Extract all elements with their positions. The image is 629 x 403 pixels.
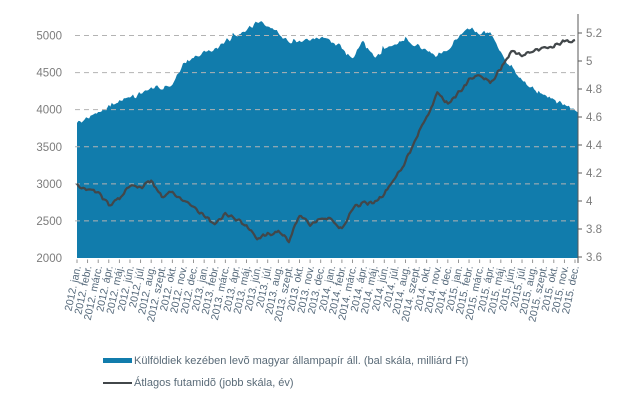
right-axis-label: 4.6 <box>586 112 602 124</box>
right-axis-label: 3.6 <box>586 252 602 264</box>
right-axis-label: 4.8 <box>586 84 602 96</box>
area-series <box>77 21 578 259</box>
right-axis-label: 4.4 <box>586 140 603 152</box>
right-axis-label: 4.2 <box>586 168 602 180</box>
left-axis-label: 4500 <box>36 68 62 80</box>
left-axis-label: 2000 <box>36 253 62 265</box>
legend: Külföldiek kezében levõ magyar állampapí… <box>103 354 623 398</box>
right-axis-label: 4 <box>586 196 593 208</box>
left-axis-label: 3500 <box>36 142 62 154</box>
right-axis-label: 5.2 <box>586 28 602 40</box>
area-series-label: Külföldiek kezében levõ magyar állampapí… <box>134 354 469 367</box>
left-axis-label: 2500 <box>36 216 62 228</box>
line-series <box>76 38 576 244</box>
line-series-label: Átlagos futamidõ (jobb skála, év) <box>134 376 294 389</box>
line-series-swatch <box>103 381 132 384</box>
area-series-swatch <box>103 358 132 363</box>
left-axis-label: 5000 <box>36 31 62 43</box>
left-axis-label: 4000 <box>36 105 62 117</box>
right-axis-label: 3.8 <box>586 224 602 236</box>
legend-item-area: Külföldiek kezében levõ magyar állampapí… <box>103 354 623 367</box>
right-axis-label: 5 <box>586 56 592 68</box>
legend-item-line: Átlagos futamidõ (jobb skála, év) <box>103 376 623 389</box>
left-axis-label: 3000 <box>36 179 62 191</box>
